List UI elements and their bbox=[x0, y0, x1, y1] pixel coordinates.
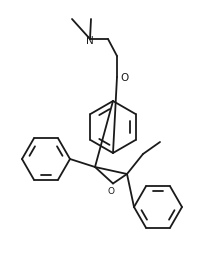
Text: O: O bbox=[107, 186, 114, 195]
Text: N: N bbox=[86, 36, 94, 46]
Text: O: O bbox=[120, 73, 128, 83]
